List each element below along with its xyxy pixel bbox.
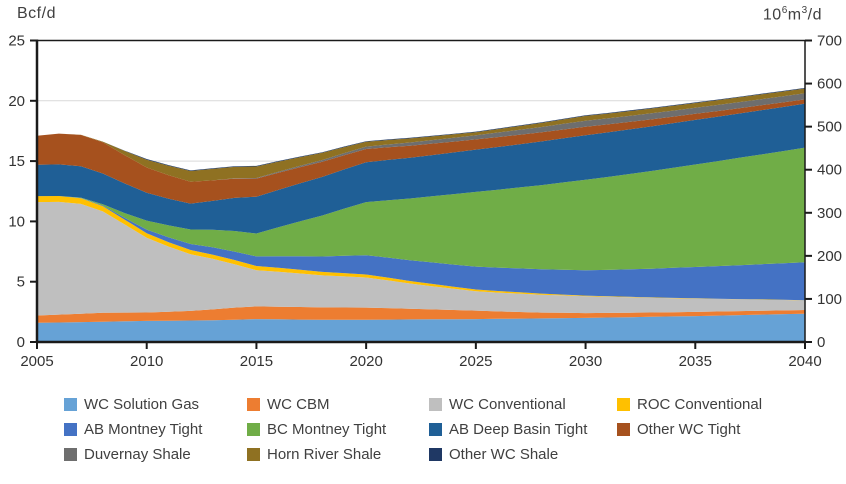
axis-ticks xyxy=(30,39,812,349)
y-right-tick-label: 700 xyxy=(817,33,842,50)
legend-label: WC CBM xyxy=(267,396,330,413)
legend-swatch xyxy=(64,448,77,461)
legend-swatch xyxy=(247,398,260,411)
y-left-tick-label: 20 xyxy=(8,93,25,110)
stacked-areas xyxy=(37,87,805,342)
legend-label: Other WC Tight xyxy=(637,421,741,438)
x-tick-label: 2025 xyxy=(459,353,492,370)
legend-label: Other WC Shale xyxy=(449,446,559,463)
x-tick-label: 2010 xyxy=(130,353,163,370)
x-tick-label: 2020 xyxy=(349,353,382,370)
legend-item-wc-cbm: WC CBM xyxy=(247,392,429,417)
legend-swatch xyxy=(64,398,77,411)
legend-label: Horn River Shale xyxy=(267,446,382,463)
area-series-5 xyxy=(37,147,805,271)
legend-item-ab-deep-basin-tight: AB Deep Basin Tight xyxy=(429,417,617,442)
y-right-tick-label: 500 xyxy=(817,119,842,136)
legend-swatch xyxy=(247,423,260,436)
y-left-tick-label: 15 xyxy=(8,153,25,170)
legend-label: WC Solution Gas xyxy=(84,396,200,413)
y-right-tick-label: 100 xyxy=(817,291,842,308)
unit-base: /d xyxy=(807,6,822,24)
x-tick-label: 2030 xyxy=(569,353,602,370)
legend-swatch xyxy=(429,448,442,461)
legend-label: ROC Conventional xyxy=(637,396,763,413)
legend-item-other-wc-tight: Other WC Tight xyxy=(617,417,834,442)
legend-item-roc-conventional: ROC Conventional xyxy=(617,392,834,417)
y-left-tick-label: 10 xyxy=(8,213,25,230)
legend: WC Solution Gas WC CBM WC Conventional R… xyxy=(64,392,834,467)
area-series-1 xyxy=(37,306,805,323)
x-tick-label: 2035 xyxy=(679,353,712,370)
y-left-tick-label: 25 xyxy=(8,33,25,50)
legend-item-bc-montney-tight: BC Montney Tight xyxy=(247,417,429,442)
plot-frame xyxy=(35,39,806,344)
area-series-6 xyxy=(37,103,805,234)
area-series-4 xyxy=(37,196,805,301)
area-series-2 xyxy=(37,201,805,316)
legend-swatch xyxy=(617,398,630,411)
legend-label: WC Conventional xyxy=(449,396,566,413)
x-tick-label: 2015 xyxy=(240,353,273,370)
legend-swatch xyxy=(64,423,77,436)
legend-swatch xyxy=(429,423,442,436)
x-tick-label: 2005 xyxy=(20,353,53,370)
y-right-tick-label: 400 xyxy=(817,162,842,179)
legend-swatch xyxy=(247,448,260,461)
left-axis-unit: Bcf/d xyxy=(17,5,56,22)
y-left-tick-label: 5 xyxy=(17,274,25,291)
unit-base: 10 xyxy=(762,6,782,24)
y-right-tick-label: 0 xyxy=(817,334,825,351)
legend-item-wc-solution-gas: WC Solution Gas xyxy=(64,392,247,417)
legend-item-other-wc-shale: Other WC Shale xyxy=(429,442,617,467)
legend-label: Duvernay Shale xyxy=(84,446,191,463)
area-series-0 xyxy=(37,313,805,342)
y-right-tick-label: 300 xyxy=(817,205,842,222)
area-series-7 xyxy=(37,99,805,204)
unit-base: m xyxy=(787,6,802,24)
legend-item-duvernay-shale: Duvernay Shale xyxy=(64,442,247,467)
x-tick-label: 2040 xyxy=(788,353,821,370)
unit-sup: 3 xyxy=(801,5,808,16)
legend-item-ab-montney-tight: AB Montney Tight xyxy=(64,417,247,442)
y-right-tick-label: 600 xyxy=(817,76,842,93)
legend-item-wc-conventional: WC Conventional xyxy=(429,392,617,417)
y-right-tick-label: 200 xyxy=(817,248,842,265)
legend-label: AB Montney Tight xyxy=(84,421,203,438)
legend-label: BC Montney Tight xyxy=(267,421,387,438)
right-axis-unit: 106m3/d xyxy=(763,5,822,24)
legend-swatch xyxy=(429,398,442,411)
legend-swatch xyxy=(617,423,630,436)
y-left-tick-label: 0 xyxy=(17,334,25,351)
legend-item-horn-river-shale: Horn River Shale xyxy=(247,442,429,467)
legend-label: AB Deep Basin Tight xyxy=(449,421,588,438)
unit-sup: 6 xyxy=(781,5,788,16)
